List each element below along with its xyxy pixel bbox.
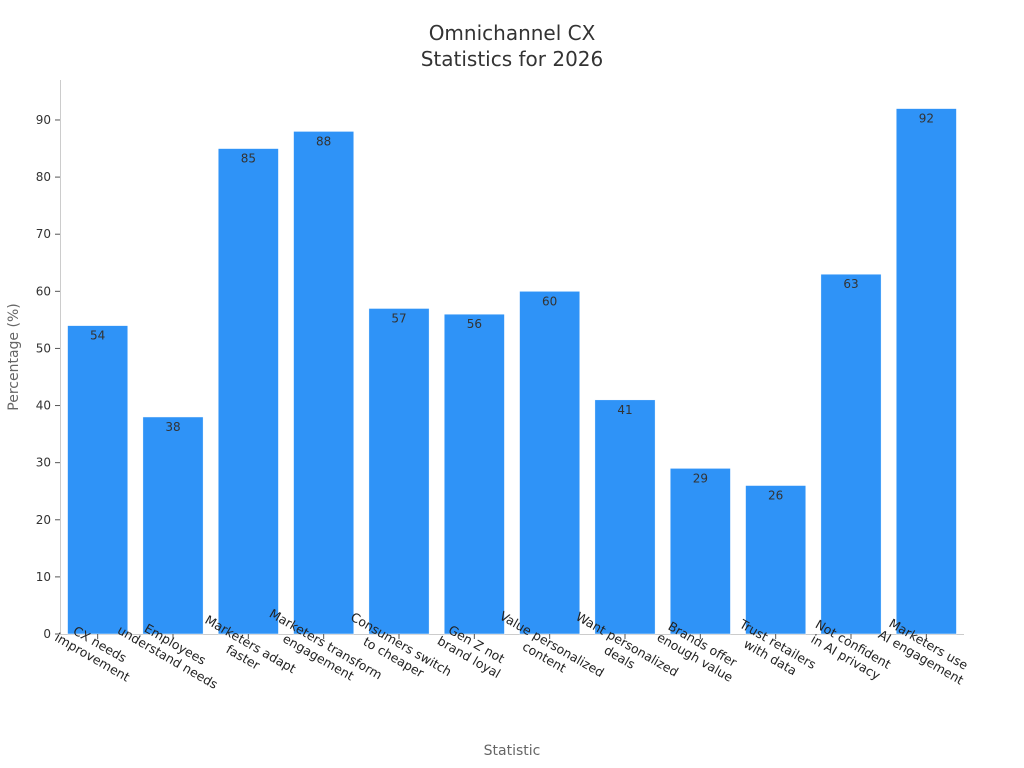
chart-title-line-1: Omnichannel CX — [429, 21, 596, 45]
x-axis-label: Statistic — [484, 743, 541, 759]
bar — [443, 313, 505, 635]
y-tick-label: 90 — [36, 113, 51, 127]
bar — [745, 485, 807, 635]
data-label: 88 — [316, 134, 331, 148]
y-tick-label: 80 — [36, 170, 51, 184]
data-label: 92 — [919, 112, 934, 126]
data-label: 60 — [542, 294, 557, 308]
bar — [820, 273, 882, 635]
data-label: 54 — [90, 329, 105, 343]
data-label: 57 — [391, 311, 406, 325]
data-label: 26 — [768, 489, 783, 503]
data-label: 56 — [467, 317, 482, 331]
bar — [217, 148, 279, 635]
data-label: 63 — [843, 277, 858, 291]
bar — [669, 468, 731, 635]
chart-title-line-2: Statistics for 2026 — [421, 47, 604, 71]
data-label: 85 — [241, 152, 256, 166]
y-tick-label: 30 — [36, 456, 51, 470]
y-axis-label: Percentage (%) — [6, 303, 22, 410]
bar — [142, 416, 204, 635]
y-tick-label: 10 — [36, 570, 51, 584]
y-tick-label: 40 — [36, 399, 51, 413]
bar — [293, 131, 355, 635]
y-tick-label: 20 — [36, 513, 51, 527]
y-tick-label: 0 — [43, 627, 51, 641]
data-label: 29 — [693, 471, 708, 485]
y-tick-label: 60 — [36, 284, 51, 298]
bar — [594, 399, 656, 635]
y-ticks: 0 10 20 30 40 50 60 70 80 90 — [36, 113, 60, 641]
bar — [67, 325, 129, 635]
bar — [895, 108, 957, 635]
data-label: 41 — [617, 403, 632, 417]
y-tick-label: 70 — [36, 227, 51, 241]
y-tick-label: 50 — [36, 341, 51, 355]
bar — [368, 308, 430, 635]
bar — [519, 291, 581, 635]
data-label: 38 — [165, 420, 180, 434]
bars-group: 54 38 85 88 57 56 60 41 29 26 63 92 — [67, 108, 957, 635]
